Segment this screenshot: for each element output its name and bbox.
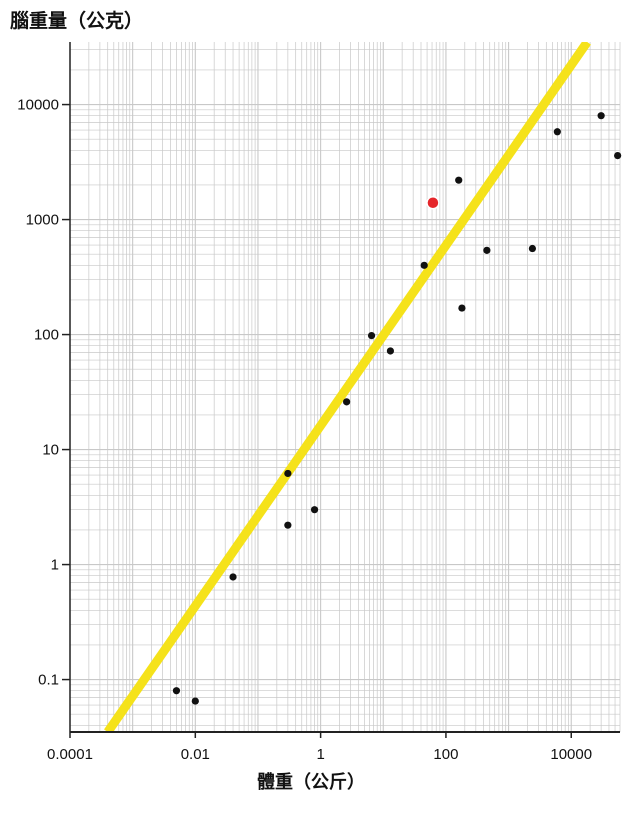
data-point-squirrel xyxy=(284,469,292,478)
x-axis-label: 體重（公斤） xyxy=(257,772,365,793)
y-tick-label: 1000 xyxy=(26,212,59,229)
data-point-blue-whale xyxy=(614,151,622,160)
y-tick-label: 100 xyxy=(34,327,59,344)
data-point-chimpanzee xyxy=(420,261,428,269)
data-point-bat xyxy=(191,697,199,705)
x-tick-label: 100 xyxy=(433,746,458,763)
data-point-cat xyxy=(343,398,351,406)
y-tick-label: 0.1 xyxy=(38,672,59,689)
data-point-mouse xyxy=(172,687,181,695)
data-point-pig xyxy=(458,304,466,312)
data-point-hippopotamus xyxy=(528,244,537,253)
data-point-elephant xyxy=(553,128,561,136)
x-tick-label: 1 xyxy=(316,746,324,763)
y-tick-label: 10 xyxy=(42,442,59,459)
y-tick-label: 1 xyxy=(51,557,59,574)
data-point-human xyxy=(426,196,440,210)
data-point-sperm-whale xyxy=(597,112,605,120)
data-point-monkey xyxy=(386,347,395,355)
data-point-dog xyxy=(367,331,376,340)
data-point-horse xyxy=(483,246,491,254)
data-point-rat xyxy=(284,521,292,529)
trend-line xyxy=(104,42,591,732)
data-point-shrew xyxy=(229,573,237,581)
x-tick-label: 0.01 xyxy=(181,746,210,763)
data-point-dolphin xyxy=(455,176,463,184)
y-tick-label: 10000 xyxy=(17,97,59,114)
y-axis-label: 腦重量（公克） xyxy=(10,10,144,32)
x-tick-label: 0.0001 xyxy=(47,746,93,763)
x-tick-label: 10000 xyxy=(550,746,592,763)
data-point-hedgehog xyxy=(310,506,319,514)
